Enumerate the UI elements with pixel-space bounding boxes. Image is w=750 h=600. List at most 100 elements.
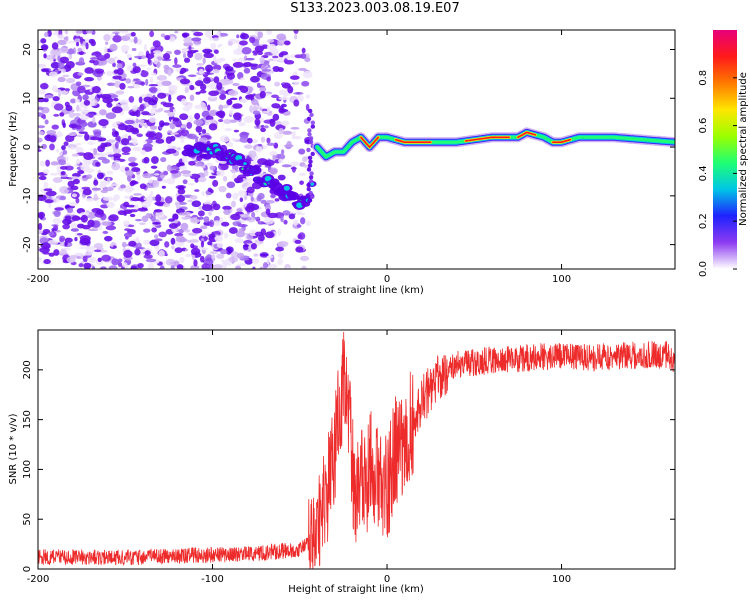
colorbar-label: Normalized spectral amplitude — [738, 72, 749, 226]
heatmap-cell — [272, 154, 276, 162]
heatmap-cell — [124, 185, 134, 193]
heatmap-cell — [186, 121, 193, 129]
heatmap-cell — [59, 186, 70, 194]
heatmap-cell — [128, 187, 136, 191]
heatmap-cell — [266, 137, 271, 144]
y-tick-label: 10 — [22, 92, 33, 105]
heatmap-cell — [129, 213, 136, 218]
heatmap-cell — [308, 139, 314, 145]
heatmap-cell — [130, 196, 141, 202]
heatmap-cell — [90, 136, 100, 141]
heatmap-cell — [189, 173, 201, 180]
heatmap-cell — [252, 110, 261, 115]
heatmap-cell — [59, 56, 69, 64]
heatmap-cell — [201, 247, 209, 251]
heatmap-cell — [307, 128, 312, 133]
heatmap-cell — [278, 107, 286, 114]
heatmap-cell — [247, 137, 253, 144]
heatmap-cell — [218, 185, 227, 193]
heatmap-cell — [187, 51, 194, 59]
heatmap-cell — [70, 176, 79, 179]
x-tick-label: 100 — [552, 274, 571, 285]
heatmap-cell — [38, 235, 41, 240]
heatmap-cell — [116, 59, 122, 64]
heatmap-cell — [87, 219, 95, 228]
heatmap-cell — [138, 96, 143, 104]
heatmap-cell — [96, 172, 104, 180]
heatmap-cell — [251, 139, 259, 144]
heatmap-cell — [208, 90, 220, 97]
heatmap-cell — [155, 109, 162, 113]
heatmap-cell — [306, 167, 312, 172]
heatmap-cell — [84, 76, 95, 82]
heatmap-cell — [128, 156, 136, 163]
heatmap-cell — [237, 224, 248, 228]
heatmap-cell — [157, 92, 167, 99]
heatmap-cell — [145, 53, 155, 59]
heatmap-cell — [262, 262, 269, 269]
x-tick-label: 0 — [384, 574, 390, 585]
heatmap-cell — [209, 250, 218, 255]
heatmap-cell — [155, 238, 163, 242]
heatmap-cell — [99, 266, 107, 269]
heatmap-cell — [152, 50, 162, 54]
heatmap-cell — [178, 228, 184, 234]
heatmap-cell — [281, 164, 292, 168]
heatmap-cell — [218, 57, 226, 62]
heatmap-cell — [90, 40, 96, 47]
heatmap-cell — [202, 204, 213, 212]
heatmap-trace-peak — [517, 131, 537, 139]
heatmap-cell — [166, 164, 172, 172]
heatmap-cell — [266, 142, 275, 146]
heatmap-cell — [209, 110, 217, 117]
heatmap-cell — [125, 78, 132, 84]
heatmap-cell — [130, 31, 136, 37]
heatmap-cell — [243, 55, 248, 62]
heatmap-cell — [184, 248, 189, 252]
heatmap-cell — [137, 262, 144, 269]
x-tick-label: -200 — [27, 274, 50, 285]
colorbar-tick-label: 0.2 — [698, 213, 709, 229]
heatmap-cell — [183, 36, 194, 44]
heatmap-cell — [58, 240, 65, 247]
heatmap-cell — [209, 165, 216, 171]
heatmap-cell — [83, 99, 91, 106]
heatmap-cell — [154, 132, 163, 140]
heatmap-cell — [106, 170, 114, 175]
heatmap-cell — [226, 72, 235, 80]
heatmap-cell — [250, 242, 257, 250]
heatmap-cell — [65, 77, 76, 84]
heatmap-cell — [257, 31, 264, 39]
heatmap-cell — [148, 116, 157, 123]
heatmap-cell — [225, 192, 232, 199]
snr-series-line — [38, 331, 675, 569]
heatmap-cell — [170, 264, 175, 269]
heatmap-cell — [92, 86, 101, 94]
heatmap-cell — [144, 250, 151, 256]
heatmap-cell — [54, 207, 65, 211]
heatmap-cell — [294, 34, 298, 40]
heatmap-cell — [219, 216, 224, 224]
heatmap-cell — [290, 126, 300, 130]
heatmap-cell — [296, 202, 303, 209]
heatmap-cell — [132, 66, 141, 74]
heatmap-cell — [117, 210, 126, 216]
heatmap-cell — [125, 105, 130, 110]
heatmap-cell — [140, 93, 148, 99]
heatmap-cell — [128, 224, 135, 228]
heatmap-cell — [127, 135, 132, 141]
heatmap-cell — [305, 94, 310, 99]
heatmap-cell — [128, 240, 137, 247]
heatmap-cell — [287, 85, 294, 94]
heatmap-cell — [199, 89, 207, 94]
heatmap-cell — [264, 231, 275, 239]
heatmap-cell — [129, 111, 138, 117]
heatmap-cell — [206, 162, 213, 166]
heatmap-cell — [176, 264, 184, 269]
heatmap-cell — [309, 171, 314, 176]
heatmap-cell — [176, 147, 182, 151]
heatmap-cell — [202, 76, 211, 84]
heatmap-cell — [180, 129, 190, 137]
heatmap-cell — [76, 232, 83, 236]
heatmap-cell — [238, 121, 246, 127]
